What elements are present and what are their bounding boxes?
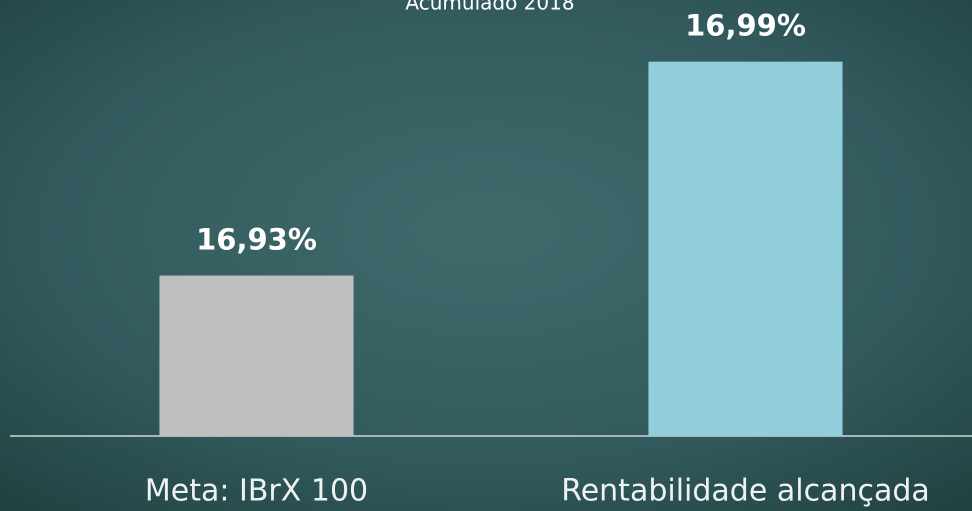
value-label: 16,93%: [196, 223, 317, 257]
bar: [159, 275, 354, 436]
value-label: 16,99%: [685, 9, 806, 43]
bar: [648, 61, 843, 437]
x-tick-label: Rentabilidade alcançada: [561, 474, 930, 509]
x-tick-label: Meta: IBrX 100: [145, 474, 368, 509]
chart-title: Acumulado 2018: [405, 0, 574, 15]
